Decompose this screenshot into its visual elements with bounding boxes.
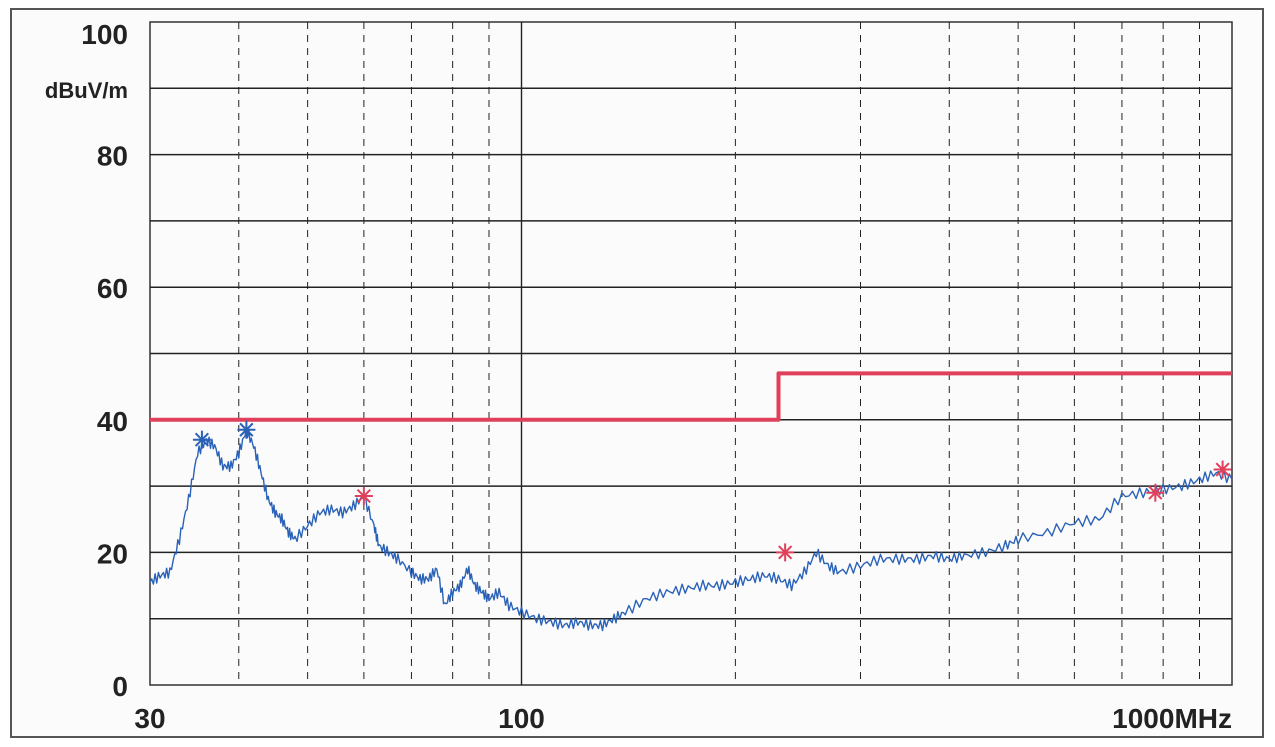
peak-marker-stroke (778, 545, 793, 560)
peak-marker (1213, 460, 1232, 479)
measurement-trace-layer (149, 425, 1233, 632)
y-tick-label: 80 (97, 141, 128, 172)
y-tick-label: 60 (97, 273, 128, 304)
peak-marker-stroke (1148, 485, 1163, 500)
peak-marker-stroke (1215, 462, 1230, 477)
x-tick-label: 1000MHz (1112, 703, 1232, 734)
y-unit-label: dBuV/m (45, 78, 128, 103)
limit-line (150, 371, 1232, 422)
grid-layer (149, 21, 1233, 686)
peak-marker (1146, 483, 1165, 502)
y-tick-label: 0 (112, 671, 128, 702)
x-tick-label: 30 (134, 703, 165, 734)
limit-line-layer (150, 371, 1232, 422)
peak-marker-stroke (239, 422, 254, 437)
peak-marker (237, 420, 256, 439)
peak-marker (192, 430, 211, 449)
y-tick-label: 100 (81, 19, 128, 50)
y-tick-label: 40 (97, 406, 128, 437)
tick-label-layer: 100 80 60 40 20 0 dBuV/m 30 100 1000MHz (45, 19, 1232, 734)
peak-marker (354, 487, 373, 506)
peak-marker (776, 543, 795, 562)
x-tick-label: 100 (498, 703, 545, 734)
peak-marker-stroke (356, 488, 371, 504)
y-tick-label: 20 (97, 538, 128, 569)
peak-marker-stroke (194, 432, 210, 447)
measurement-trace (149, 425, 1233, 632)
marker-layer (192, 420, 1232, 562)
